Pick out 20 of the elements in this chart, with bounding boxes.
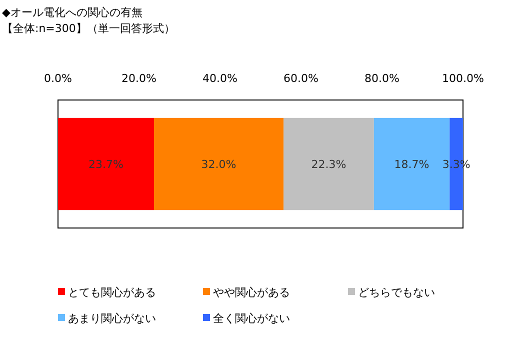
- legend-label: あまり関心がない: [68, 312, 156, 325]
- bar: [154, 118, 284, 210]
- data-label: 32.0%: [201, 158, 236, 171]
- data-label: 18.7%: [394, 158, 430, 171]
- chart-title: ◆オール電化への関心の有無: [2, 6, 142, 19]
- bar: [58, 118, 154, 210]
- x-tick-label: 80.0%: [364, 72, 400, 85]
- legend-label: 全く関心がない: [213, 312, 290, 325]
- x-tick-label: 60.0%: [284, 72, 318, 85]
- x-tick-label: 0.0%: [44, 72, 72, 85]
- data-label: 23.7%: [88, 158, 124, 171]
- data-label: 22.3%: [311, 158, 346, 171]
- x-tick-label: 100.0%: [442, 72, 484, 85]
- bar: [284, 118, 374, 210]
- legend-label: とても関心がある: [68, 286, 156, 299]
- legend-label: どちらでもない: [358, 286, 435, 299]
- x-tick-label: 40.0%: [202, 72, 238, 85]
- legend-label: やや関心がある: [213, 286, 290, 299]
- chart-subtitle: 【全体:n=300】（単一回答形式）: [2, 22, 175, 35]
- x-tick-label: 20.0%: [122, 72, 156, 85]
